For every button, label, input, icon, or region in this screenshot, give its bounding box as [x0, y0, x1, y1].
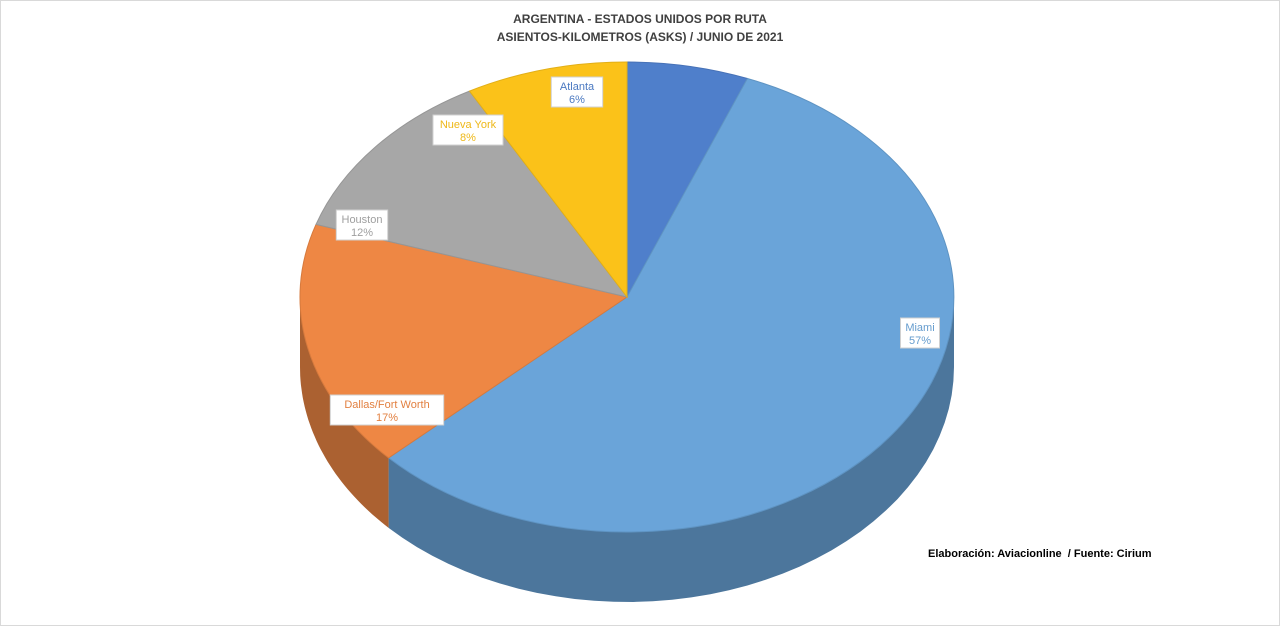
credit-fuente: / Fuente: Cirium: [1061, 548, 1152, 560]
data-label-box-nueva-york: [432, 114, 504, 146]
data-label-value-houston: 12%: [351, 227, 373, 239]
chart-credit: Elaboración: Aviacionline / Fuente: Ciri…: [928, 548, 1152, 560]
data-label-name-atlanta: Atlanta: [560, 81, 595, 93]
chart-title-line-2: ASIENTOS-KILOMETROS (ASKS) / JUNIO DE 20…: [496, 30, 784, 44]
data-label-value-nueva-york: 8%: [460, 132, 476, 144]
pie-sides: [300, 297, 955, 602]
data-label-value-miami: 57%: [909, 335, 931, 347]
data-label-name-dallas-fort-worth: Dallas/Fort Worth: [344, 399, 429, 411]
pie-slice-atlanta: [626, 61, 749, 298]
pie-slice-nueva-york: [468, 61, 628, 299]
data-label-box-dallas-fort-worth: [329, 394, 445, 426]
pie-side-dallas-fort-worth: [300, 297, 389, 528]
data-label-box-houston: [335, 209, 389, 241]
data-label-value-dallas-fort-worth: 17%: [376, 412, 398, 424]
pie-slice-miami: [387, 77, 955, 533]
data-label-name-houston: Houston: [342, 214, 383, 226]
chart-title-line-1: ARGENTINA - ESTADOS UNIDOS POR RUTA: [513, 12, 767, 26]
pie-slices: [299, 61, 955, 533]
credit-elaboracion: Elaboración: Aviacionline: [928, 548, 1062, 560]
data-label-name-miami: Miami: [905, 322, 934, 334]
data-label-box-miami: [900, 317, 940, 349]
pie-slice-houston: [315, 90, 629, 298]
data-label-name-nueva-york: Nueva York: [440, 119, 497, 131]
data-label-value-atlanta: 6%: [569, 94, 585, 106]
pie-side-miami: [388, 297, 955, 602]
data-label-box-atlanta: [550, 76, 604, 108]
